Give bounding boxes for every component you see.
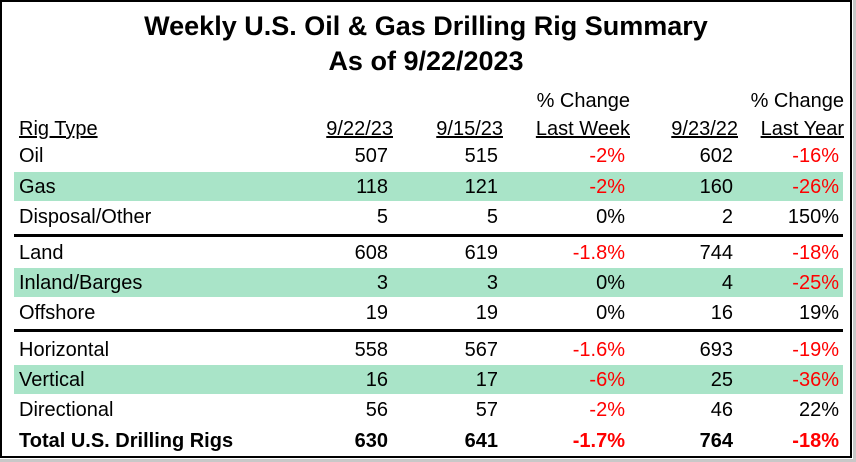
header-col4: 9/23/22 [671, 118, 738, 140]
cell-prior-week: 19 [475, 302, 498, 324]
cell-change-year: -36% [792, 369, 839, 391]
cell-prior-week: 121 [464, 176, 498, 198]
table-row: Oil 507 515 -2% 602 -16% [14, 141, 843, 170]
cell-prior-week: 5 [486, 206, 498, 228]
header-rig-type: Rig Type [19, 118, 98, 140]
cell-current: 5 [376, 206, 388, 228]
cell-prior-year: 160 [699, 176, 733, 198]
cell-change-week: -1.8% [572, 242, 625, 264]
row-label: Vertical [19, 369, 85, 391]
cell-prior-year: 602 [699, 145, 733, 167]
row-label: Horizontal [19, 339, 110, 361]
row-label: Disposal/Other [19, 206, 152, 228]
cell-prior-year: 46 [710, 399, 733, 421]
cell-prior-year: 693 [699, 339, 733, 361]
cell-change-year: -19% [792, 339, 839, 361]
cell-change-week: -1.6% [572, 339, 625, 361]
cell-change-week: -2% [589, 145, 625, 167]
cell-change-week: -6% [589, 369, 625, 391]
cell-prior-year: 4 [721, 272, 733, 294]
cell-prior-year: 764 [699, 430, 733, 452]
cell-prior-week: 3 [486, 272, 498, 294]
row-label: Gas [19, 176, 56, 198]
cell-current: 608 [354, 242, 388, 264]
table-row: Inland/Barges 3 3 0% 4 -25% [14, 268, 843, 297]
header-col1: 9/22/23 [326, 118, 393, 140]
table-row-total: Total U.S. Drilling Rigs 630 641 -1.7% 7… [14, 426, 843, 455]
row-label: Offshore [19, 302, 96, 324]
header-col2: 9/15/23 [436, 118, 503, 140]
header-col3-line2: Last Week [535, 118, 630, 140]
section-divider [14, 234, 843, 237]
cell-change-week: 0% [596, 302, 625, 324]
table-row: Gas 118 121 -2% 160 -26% [14, 172, 843, 201]
cell-current: 56 [365, 399, 388, 421]
cell-current: 16 [365, 369, 388, 391]
table-row: Horizontal 558 567 -1.6% 693 -19% [14, 335, 843, 364]
cell-current: 118 [356, 176, 388, 198]
row-label: Directional [19, 399, 114, 421]
cell-prior-week: 17 [475, 369, 498, 391]
cell-change-year: -16% [792, 145, 839, 167]
cell-change-week: -1.7% [572, 430, 625, 452]
section-divider [14, 329, 843, 332]
table-row: Vertical 16 17 -6% 25 -36% [14, 365, 843, 394]
cell-change-year: -18% [792, 242, 839, 264]
cell-prior-year: 744 [699, 242, 733, 264]
cell-change-year: 19% [798, 302, 839, 324]
row-label: Oil [19, 145, 44, 167]
table-row: Disposal/Other 5 5 0% 2 150% [14, 202, 843, 231]
cell-current: 507 [354, 145, 388, 167]
header-col3-line1: % Change [536, 90, 630, 112]
cell-prior-year: 2 [721, 206, 733, 228]
cell-prior-week: 619 [464, 242, 498, 264]
row-label: Land [19, 242, 64, 264]
table-row: Directional 56 57 -2% 46 22% [14, 395, 843, 424]
cell-prior-week: 567 [464, 339, 498, 361]
cell-current: 19 [365, 302, 388, 324]
table-title: Weekly U.S. Oil & Gas Drilling Rig Summa… [144, 11, 708, 41]
cell-current: 630 [354, 430, 388, 452]
cell-prior-year: 16 [710, 302, 733, 324]
cell-current: 3 [376, 272, 388, 294]
cell-change-year: -18% [792, 430, 839, 452]
header-col5-line2: Last Year [760, 118, 844, 140]
cell-change-week: -2% [589, 176, 625, 198]
cell-change-year: -26% [792, 176, 839, 198]
cell-change-year: -25% [792, 272, 839, 294]
cell-change-week: -2% [589, 399, 625, 421]
cell-prior-year: 25 [710, 369, 733, 391]
header-col5-line1: % Change [750, 90, 844, 112]
cell-change-week: 0% [596, 206, 625, 228]
cell-prior-week: 515 [464, 145, 498, 167]
table-row: Offshore 19 19 0% 16 19% [14, 298, 843, 327]
table-row: Land 608 619 -1.8% 744 -18% [14, 238, 843, 267]
cell-current: 558 [354, 339, 388, 361]
table-subtitle: As of 9/22/2023 [328, 46, 524, 76]
cell-change-year: 150% [787, 206, 839, 228]
cell-prior-week: 641 [464, 430, 498, 452]
cell-change-week: 0% [596, 272, 625, 294]
cell-change-year: 22% [798, 399, 839, 421]
row-label: Total U.S. Drilling Rigs [19, 430, 234, 452]
row-label: Inland/Barges [19, 272, 143, 294]
cell-prior-week: 57 [475, 399, 498, 421]
